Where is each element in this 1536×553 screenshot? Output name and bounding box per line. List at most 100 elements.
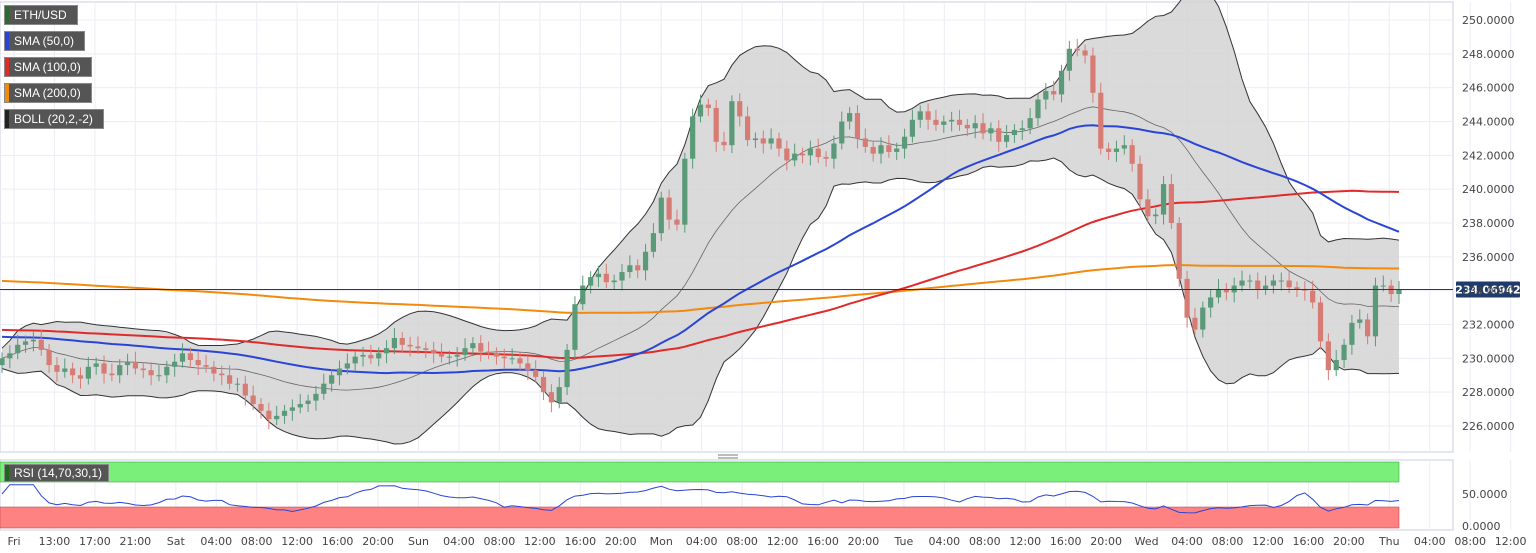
x-tick-label-18: 08:00	[726, 535, 758, 548]
candle-body-10	[77, 375, 84, 379]
candle-body-15	[117, 365, 123, 376]
candle-body-55	[431, 349, 437, 354]
sma-200-line	[1, 264, 1399, 314]
candle-body-175	[1372, 285, 1379, 337]
x-tick-label-33: 20:00	[1333, 535, 1365, 548]
legend-item-0[interactable]: ETH/USD	[4, 5, 78, 25]
candle-body-156	[1223, 288, 1229, 293]
candle-body-44	[344, 363, 350, 369]
x-tick-label-35: 04:00	[1414, 535, 1446, 548]
candle-body-52	[407, 344, 413, 347]
candle-body-145	[1137, 163, 1143, 200]
candle-body-49	[383, 348, 390, 354]
candle-body-142	[1113, 148, 1120, 152]
candle-body-70	[548, 392, 554, 403]
x-tick-label-3: 21:00	[119, 535, 151, 548]
x-tick-label-10: Sun	[408, 535, 429, 548]
candle-body-109	[854, 113, 861, 139]
candle-body-103	[807, 148, 813, 156]
x-tick-label-1: 13:00	[39, 535, 71, 548]
candle-body-120	[941, 121, 947, 125]
candle-body-6	[46, 349, 52, 366]
x-tick-label-8: 16:00	[322, 535, 354, 548]
candle-body-86	[674, 219, 680, 225]
legend-item-2[interactable]: SMA (100,0)	[4, 57, 92, 77]
bollinger-middle-line	[1, 106, 1400, 391]
candle-body-39	[305, 400, 311, 405]
candle-body-58	[454, 354, 460, 357]
candle-body-144	[1129, 145, 1135, 164]
candle-body-40	[313, 393, 319, 401]
candle-body-22	[172, 361, 178, 367]
candle-body-101	[792, 153, 798, 161]
candle-body-123	[964, 124, 970, 129]
x-tick-label-13: 12:00	[524, 535, 556, 548]
candle-body-173	[1357, 319, 1363, 323]
rsi-label-text: RSI (14,70,30,1)	[14, 466, 103, 480]
candle-body-164	[1286, 280, 1292, 288]
candle-body-57	[446, 356, 452, 358]
candle-body-34	[266, 410, 272, 420]
candle-body-0	[0, 358, 5, 366]
bollinger-lower-line	[1, 157, 1400, 445]
legend-item-1[interactable]: SMA (50,0)	[4, 31, 86, 51]
legend-label-2: SMA (100,0)	[14, 60, 81, 74]
x-tick-label-32: 16:00	[1293, 535, 1325, 548]
x-tick-label-0: Fri	[7, 535, 20, 548]
candle-body-89	[697, 104, 704, 117]
candle-body-104	[815, 148, 821, 158]
candle-body-108	[847, 113, 853, 122]
candle-body-150	[1176, 223, 1182, 279]
candle-body-171	[1341, 344, 1347, 361]
candle-body-82	[642, 251, 649, 271]
legend-label-4: BOLL (20,2,-2)	[14, 112, 93, 126]
candle-body-80	[627, 265, 633, 273]
candle-body-110	[862, 138, 868, 147]
y-tick-label-12: 226.0000	[1462, 420, 1515, 433]
legend-item-4[interactable]: BOLL (20,2,-2)	[4, 109, 104, 129]
candle-body-127	[996, 128, 1002, 142]
candle-body-157	[1231, 285, 1237, 293]
candle-body-111	[870, 146, 876, 154]
x-tick-label-15: 20:00	[605, 535, 637, 548]
candle-body-59	[462, 348, 468, 355]
candle-body-96	[752, 138, 759, 141]
candle-body-105	[823, 157, 829, 159]
x-tick-label-28: Wed	[1135, 535, 1159, 548]
candle-body-11	[85, 366, 91, 379]
candle-body-62	[485, 351, 492, 354]
candle-body-24	[187, 353, 193, 361]
candle-body-149	[1168, 184, 1174, 223]
candle-body-172	[1349, 322, 1355, 345]
candle-body-129	[1011, 129, 1018, 136]
candle-body-167	[1310, 290, 1316, 303]
candle-body-18	[140, 368, 146, 371]
x-tick-label-5: 04:00	[200, 535, 232, 548]
candle-body-141	[1106, 148, 1112, 152]
candle-body-63	[493, 353, 500, 357]
rsi-y-tick-label-0: 50.0000	[1462, 488, 1508, 501]
legend-item-3[interactable]: SMA (200,0)	[4, 83, 92, 103]
candle-body-162	[1270, 280, 1277, 286]
candle-body-113	[886, 145, 892, 152]
x-tick-label-2: 17:00	[79, 535, 111, 548]
candle-body-115	[901, 136, 908, 149]
last-price-tag: 234.06942	[1455, 283, 1520, 296]
candle-body-54	[423, 348, 429, 350]
candle-body-65	[509, 358, 515, 360]
candle-body-140	[1098, 92, 1104, 149]
candle-body-23	[179, 353, 186, 362]
y-tick-label-3: 244.0000	[1462, 116, 1515, 129]
candle-body-170	[1333, 360, 1339, 371]
candle-body-79	[619, 272, 625, 281]
candle-body-3	[22, 341, 29, 345]
candle-body-131	[1027, 118, 1033, 129]
candle-body-67	[525, 363, 531, 371]
candle-body-68	[533, 370, 539, 377]
candle-body-128	[1003, 135, 1010, 142]
candle-body-100	[784, 148, 790, 161]
x-tick-label-31: 12:00	[1252, 535, 1284, 548]
legend-swatch-4	[5, 110, 9, 128]
candle-body-43	[336, 368, 343, 376]
candle-body-90	[705, 104, 711, 108]
